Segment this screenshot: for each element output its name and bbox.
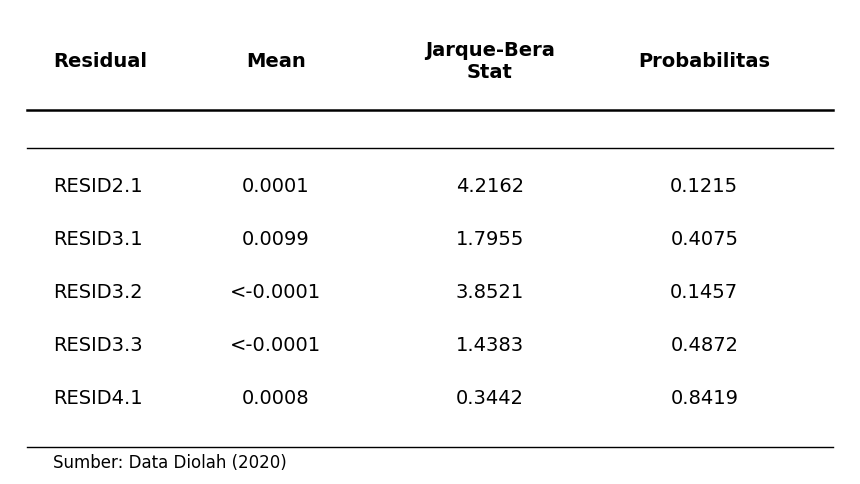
Text: 0.4872: 0.4872 <box>670 336 739 355</box>
Text: 0.1457: 0.1457 <box>670 283 739 302</box>
Text: Sumber: Data Diolah (2020): Sumber: Data Diolah (2020) <box>52 454 286 472</box>
Text: 0.0008: 0.0008 <box>242 389 310 408</box>
Text: 0.0001: 0.0001 <box>242 177 310 196</box>
Text: 4.2162: 4.2162 <box>456 177 524 196</box>
Text: 0.4075: 0.4075 <box>670 230 739 249</box>
Text: Mean: Mean <box>246 52 305 71</box>
Text: Residual: Residual <box>52 52 147 71</box>
Text: <-0.0001: <-0.0001 <box>230 336 322 355</box>
Text: 1.4383: 1.4383 <box>456 336 524 355</box>
Text: 1.7955: 1.7955 <box>456 230 525 249</box>
Text: 0.8419: 0.8419 <box>670 389 739 408</box>
Text: RESID3.2: RESID3.2 <box>52 283 143 302</box>
Text: RESID2.1: RESID2.1 <box>52 177 143 196</box>
Text: RESID3.3: RESID3.3 <box>52 336 143 355</box>
Text: 0.3442: 0.3442 <box>456 389 524 408</box>
Text: RESID3.1: RESID3.1 <box>52 230 143 249</box>
Text: 0.0099: 0.0099 <box>242 230 310 249</box>
Text: RESID4.1: RESID4.1 <box>52 389 143 408</box>
Text: 3.8521: 3.8521 <box>456 283 524 302</box>
Text: Jarque-Bera
Stat: Jarque-Bera Stat <box>425 41 555 82</box>
Text: 0.1215: 0.1215 <box>670 177 739 196</box>
Text: Probabilitas: Probabilitas <box>638 52 771 71</box>
Text: <-0.0001: <-0.0001 <box>230 283 322 302</box>
